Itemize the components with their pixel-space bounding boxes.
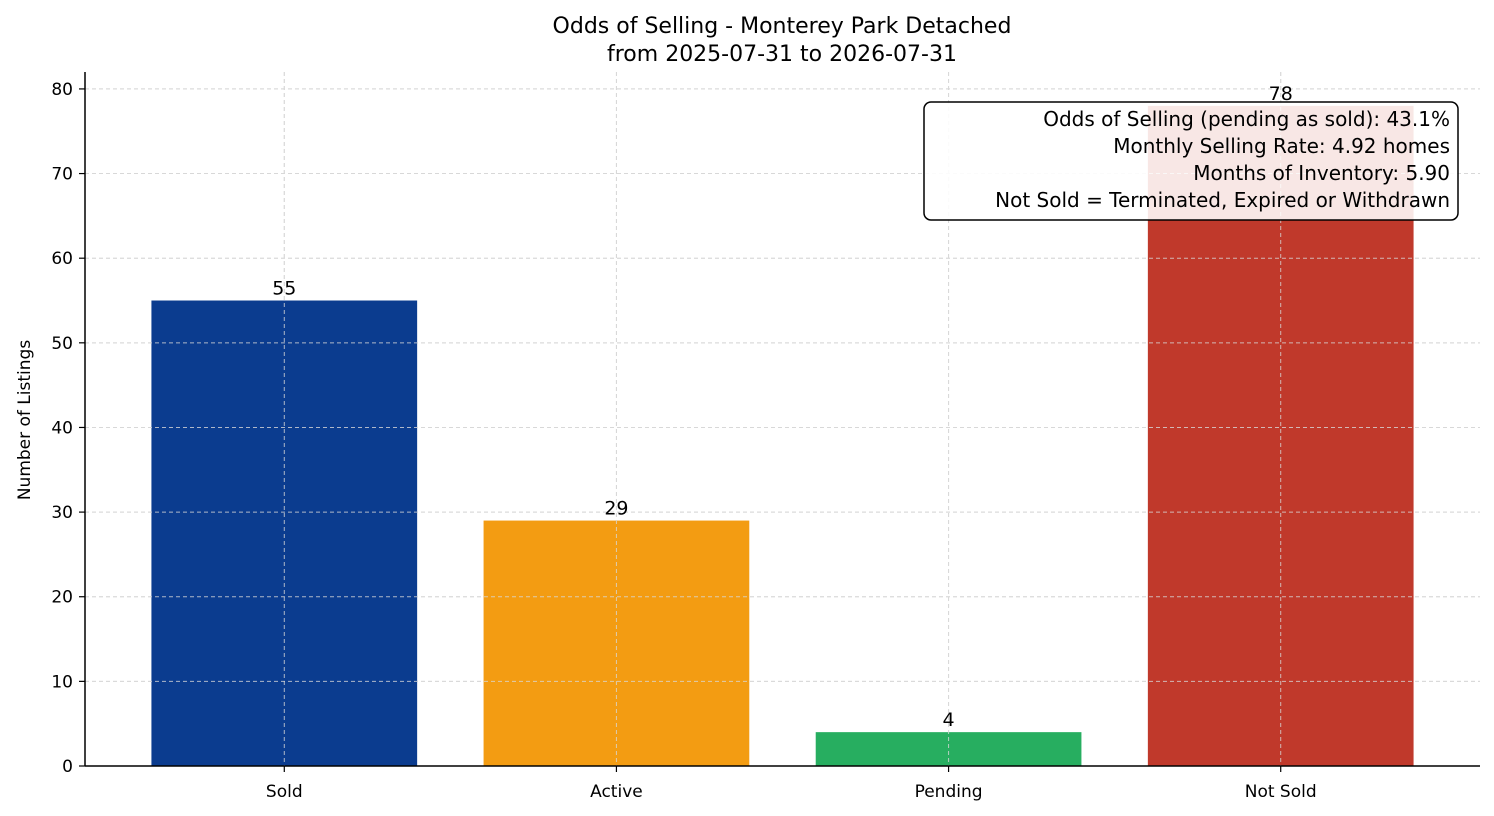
annotation-frame <box>923 101 1459 221</box>
y-tick-label: 0 <box>62 757 73 777</box>
y-tick-label: 50 <box>51 334 73 354</box>
y-tick-label: 30 <box>51 503 73 523</box>
annotation-line: Monthly Selling Rate: 4.92 homes <box>1113 134 1450 158</box>
chart-title: Odds of Selling - Monterey Park Detached <box>553 14 1012 39</box>
annotation-line: Odds of Selling (pending as sold): 43.1% <box>1043 107 1450 131</box>
bar-value-label: 55 <box>272 278 296 300</box>
bar-value-label: 29 <box>604 498 628 520</box>
y-tick-label: 80 <box>51 80 73 100</box>
y-tick-label: 40 <box>51 418 73 438</box>
y-tick-label: 70 <box>51 165 73 185</box>
y-axis-label: Number of Listings <box>15 340 35 500</box>
axis-layer: 0 10 20 30 40 50 60 70 80 Sold Active Pending Not So… <box>51 72 1480 802</box>
x-tick-label: Active <box>590 782 643 802</box>
chart-subtitle: from 2025-07-31 to 2026-07-31 <box>607 42 957 67</box>
bar-layer <box>85 72 1480 767</box>
annotation-line: Months of Inventory: 5.90 <box>1193 161 1450 185</box>
y-tick-label: 20 <box>51 588 73 608</box>
annotation-line: Not Sold = Terminated, Expired or Withdr… <box>995 188 1450 212</box>
annotation-box: Odds of Selling (pending as sold): 43.1%… <box>923 101 1459 221</box>
x-tick-label: Not Sold <box>1245 782 1317 802</box>
bar-value-label: 4 <box>943 709 955 731</box>
y-tick-label: 60 <box>51 249 73 269</box>
label-layer: 55 29 4 78 <box>272 83 1293 731</box>
x-tick-label: Sold <box>266 782 303 802</box>
bar-value-label: 78 <box>1269 83 1293 105</box>
x-tick-label: Pending <box>915 782 983 802</box>
y-tick-label: 10 <box>51 672 73 692</box>
